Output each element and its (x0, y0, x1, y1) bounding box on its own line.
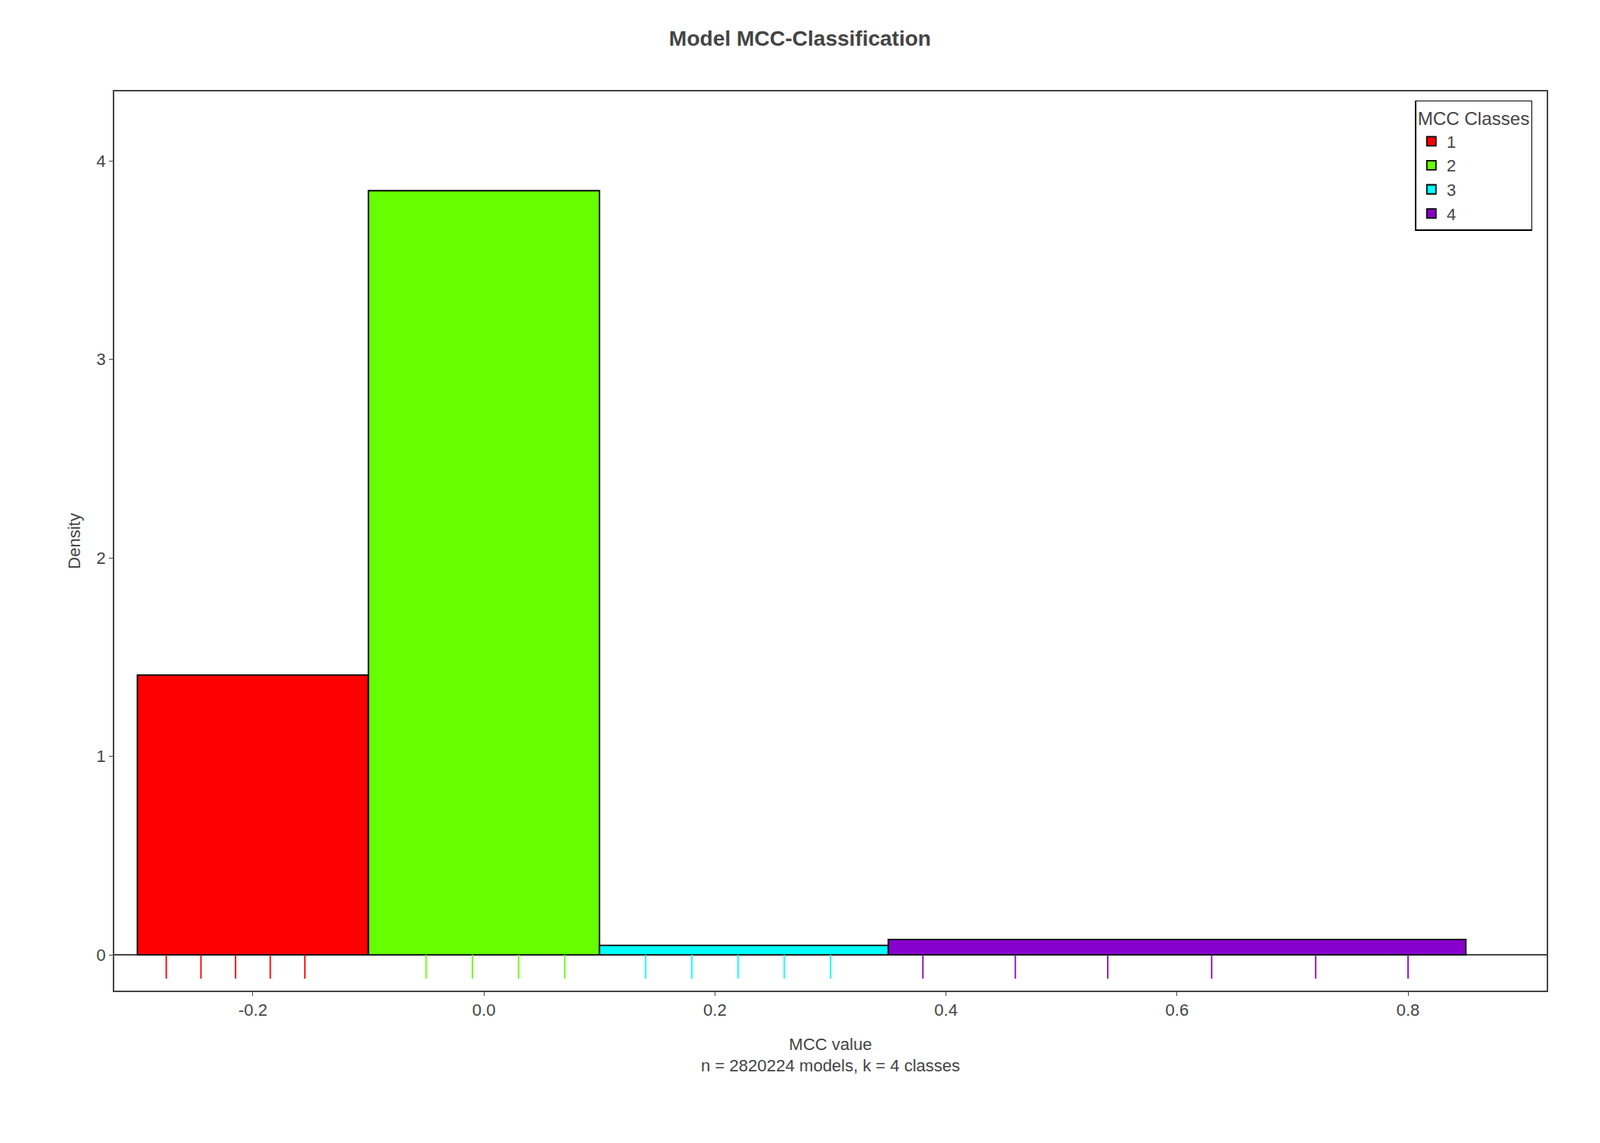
svg-text:0.8: 0.8 (1396, 1000, 1421, 1020)
svg-text:2: 2 (1446, 156, 1456, 176)
svg-text:MCC Classes: MCC Classes (1417, 108, 1530, 130)
svg-text:0.4: 0.4 (934, 1000, 958, 1020)
svg-text:3: 3 (96, 349, 106, 369)
svg-text:3: 3 (1446, 180, 1456, 200)
svg-text:0.6: 0.6 (1165, 1000, 1190, 1020)
svg-text:0: 0 (96, 945, 106, 965)
svg-text:1: 1 (96, 746, 106, 766)
svg-text:1: 1 (1446, 132, 1456, 152)
svg-text:0.2: 0.2 (703, 1000, 727, 1020)
svg-text:Model MCC-Classification: Model MCC-Classification (668, 26, 932, 51)
svg-text:4: 4 (96, 151, 106, 171)
svg-text:2: 2 (96, 548, 106, 568)
svg-text:Density: Density (64, 512, 84, 569)
svg-text:0.0: 0.0 (472, 1000, 496, 1020)
svg-text:-0.2: -0.2 (238, 1000, 268, 1020)
svg-text:4: 4 (1446, 204, 1456, 224)
svg-text:MCC valuen = 2820224 models, k: MCC valuen = 2820224 models, k = 4 class… (700, 1034, 960, 1076)
